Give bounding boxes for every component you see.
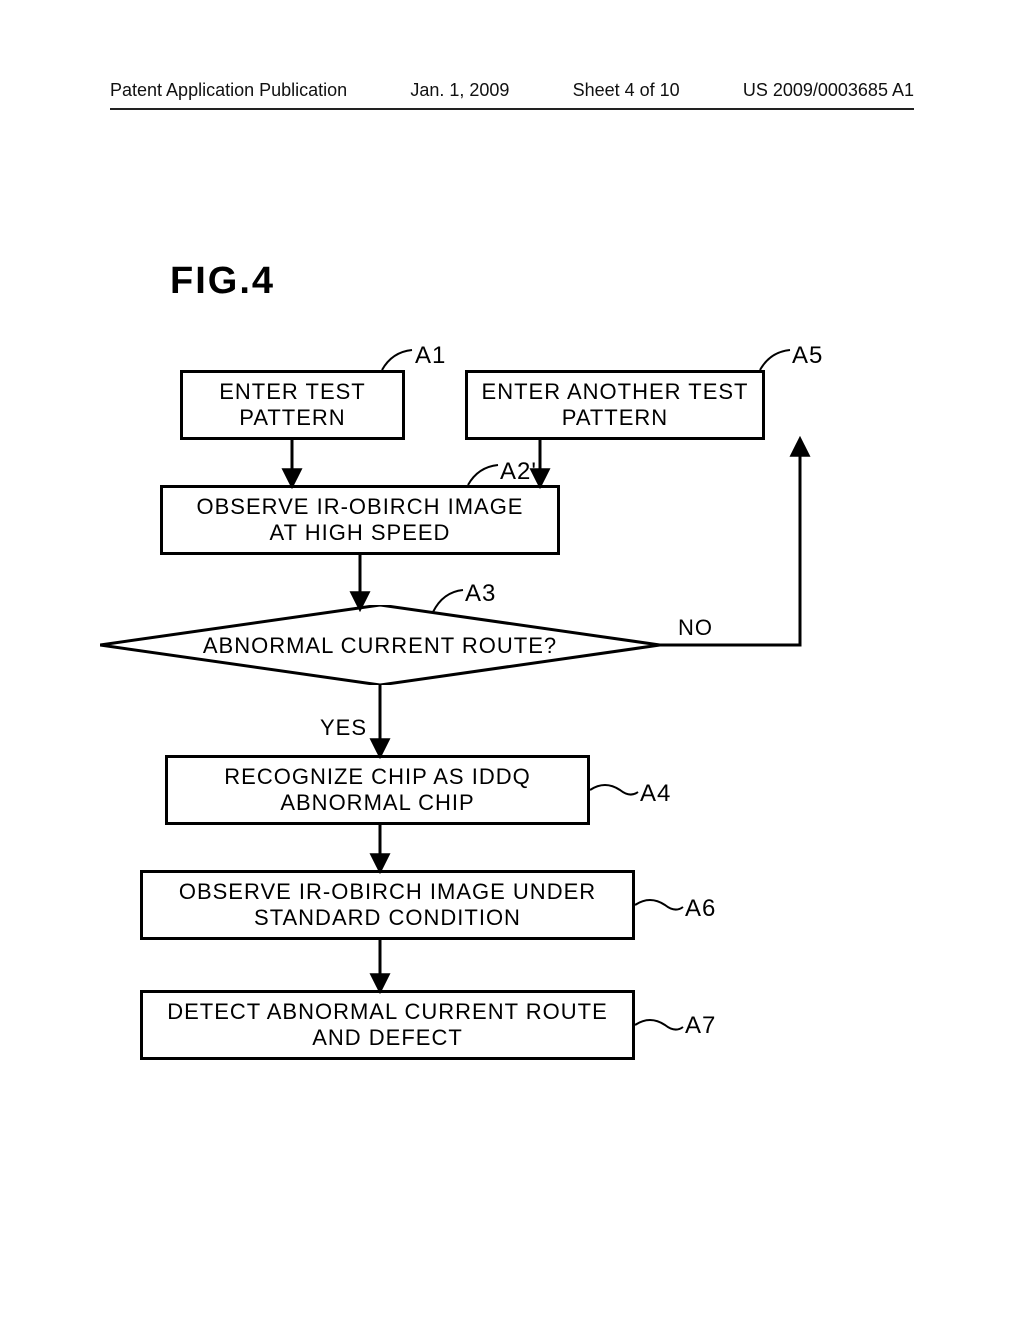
header-date: Jan. 1, 2009 — [410, 80, 509, 101]
header-pubnum: US 2009/0003685 A1 — [743, 80, 914, 101]
page-header: Patent Application Publication Jan. 1, 2… — [0, 80, 1024, 101]
figure-label: FIG.4 — [170, 260, 275, 303]
header-rule — [110, 108, 914, 110]
flowchart-arrows — [120, 340, 900, 1120]
header-sheet: Sheet 4 of 10 — [573, 80, 680, 101]
flowchart: ENTER TEST PATTERN ENTER ANOTHER TEST PA… — [120, 340, 900, 1120]
header-left: Patent Application Publication — [110, 80, 347, 101]
